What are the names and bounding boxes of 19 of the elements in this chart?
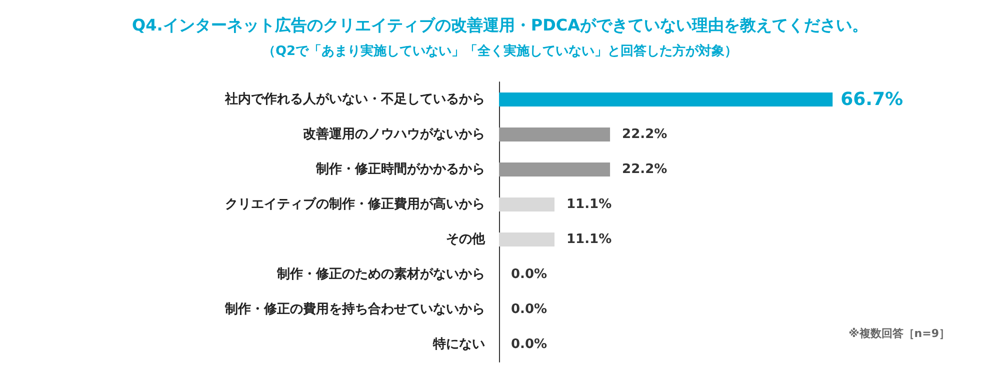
chart-title: Q4.インターネット広告のクリエイティブの改善運用・PDCAができていない理由を教えてください。 xyxy=(132,16,868,34)
chart-subtitle: （Q2で「あまり実施していない」「全く実施していない」と回答した方が対象） xyxy=(262,43,738,59)
data-label: 66.7% xyxy=(840,89,904,110)
data-label: 22.2% xyxy=(622,162,668,177)
data-label: 0.0% xyxy=(511,337,548,352)
y-tick-label: 制作・修正の費用を持ち合わせていないから xyxy=(224,301,485,317)
y-tick-label: 制作・修正のための素材がないから xyxy=(276,266,485,282)
data-label: 11.1% xyxy=(566,232,612,247)
data-label: 22.2% xyxy=(622,127,668,142)
data-label: 0.0% xyxy=(511,302,548,317)
y-tick-label: 改善運用のノウハウがないから xyxy=(303,126,485,142)
y-tick-label: その他 xyxy=(446,232,486,247)
y-tick-label: 特にない xyxy=(432,337,485,352)
text: ※複数回答［n=9］ xyxy=(848,327,950,340)
y-tick-label: 社内で作れる人がいない・不足しているから xyxy=(224,91,485,107)
data-label: 11.1% xyxy=(566,197,612,212)
y-tick-label: 制作・修正時間がかかるから xyxy=(315,162,485,177)
data-label: 0.0% xyxy=(511,267,548,282)
y-tick-label: クリエイティブの制作・修正費用が高いから xyxy=(225,196,485,212)
